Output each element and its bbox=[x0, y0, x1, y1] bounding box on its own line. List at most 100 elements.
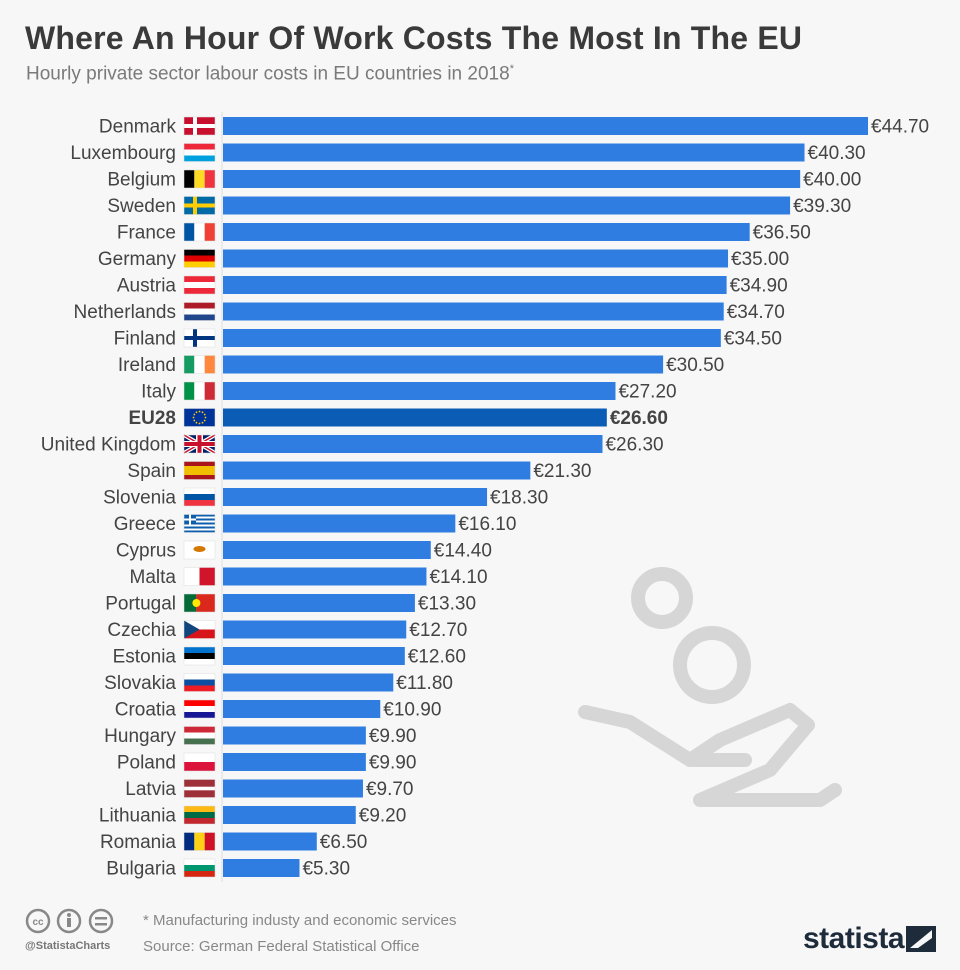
value-label: €34.90 bbox=[730, 276, 788, 297]
category-label: Croatia bbox=[115, 700, 177, 721]
statista-logo-mark-icon bbox=[906, 926, 936, 952]
bar-row: Bulgaria €5.30 bbox=[106, 859, 350, 880]
footnote: * Manufacturing industy and economic ser… bbox=[143, 912, 457, 929]
subtitle-text: Hourly private sector labour costs in EU… bbox=[26, 63, 510, 85]
flag-icon bbox=[183, 328, 216, 348]
bar-chart: Denmark €44.70 Luxembourg €40.30 Belgium €40.… bbox=[41, 112, 929, 882]
value-label: €40.00 bbox=[803, 170, 861, 191]
value-label: €18.30 bbox=[490, 488, 548, 509]
flag-icon bbox=[183, 275, 216, 295]
flag-icon bbox=[183, 726, 216, 745]
flag-icon bbox=[183, 752, 216, 772]
bar bbox=[223, 408, 607, 427]
category-label: Latvia bbox=[125, 779, 176, 800]
bar-row: Denmark €44.70 bbox=[99, 117, 929, 138]
category-label: Denmark bbox=[99, 117, 177, 138]
bar bbox=[223, 567, 427, 586]
flag-icon bbox=[183, 540, 216, 560]
category-label: Ireland bbox=[118, 355, 176, 376]
bar-row: Netherlands €34.70 bbox=[74, 302, 785, 323]
category-label: Hungary bbox=[104, 726, 176, 747]
value-label: €14.10 bbox=[429, 567, 487, 588]
bar bbox=[223, 461, 531, 480]
value-label: €26.30 bbox=[605, 435, 663, 456]
bar bbox=[223, 355, 664, 374]
value-label: €6.50 bbox=[320, 832, 368, 853]
bar bbox=[223, 726, 366, 745]
category-label: Luxembourg bbox=[70, 143, 176, 164]
bar-row: Portugal €13.30 bbox=[105, 594, 476, 615]
value-label: €10.90 bbox=[383, 700, 441, 721]
bar-row: Germany €35.00 bbox=[98, 249, 789, 270]
flag-icon bbox=[183, 646, 216, 666]
bar bbox=[223, 302, 724, 321]
bar bbox=[223, 329, 721, 347]
bar bbox=[223, 488, 488, 506]
cc-icon bbox=[25, 908, 51, 934]
category-label: Slovakia bbox=[104, 673, 176, 694]
category-label: Sweden bbox=[107, 196, 176, 217]
value-label: €34.70 bbox=[727, 302, 785, 323]
category-label: EU28 bbox=[128, 408, 176, 429]
bar-row: Poland €9.90 bbox=[117, 753, 417, 774]
bar-row: Romania €6.50 bbox=[100, 832, 367, 853]
bar bbox=[223, 170, 801, 188]
value-label: €39.30 bbox=[793, 196, 851, 217]
flag-icon bbox=[183, 805, 216, 825]
bar-row: Hungary €9.90 bbox=[104, 726, 416, 747]
value-label: €35.00 bbox=[731, 249, 789, 270]
category-label: Slovenia bbox=[103, 488, 176, 509]
bar-row: United Kingdom €26.30 bbox=[41, 433, 664, 456]
flag-icon bbox=[183, 355, 216, 374]
flag-icon bbox=[183, 461, 216, 480]
flag-icon bbox=[183, 381, 216, 401]
flag-icon bbox=[183, 779, 216, 798]
value-label: €9.90 bbox=[369, 726, 417, 747]
bar-row: Italy €27.20 bbox=[141, 382, 676, 403]
flag-icon bbox=[183, 699, 216, 719]
flag-icon bbox=[183, 858, 216, 878]
value-label: €26.60 bbox=[610, 408, 668, 429]
value-label: €30.50 bbox=[666, 355, 724, 376]
bar bbox=[223, 382, 616, 400]
flag-icon bbox=[183, 673, 216, 692]
category-label: Austria bbox=[117, 276, 177, 297]
bar-row: Sweden €39.30 bbox=[107, 196, 851, 217]
flag-icon bbox=[183, 832, 216, 851]
flag-icon bbox=[183, 514, 216, 533]
bar bbox=[223, 647, 405, 665]
bar bbox=[223, 223, 750, 241]
category-label: Cyprus bbox=[116, 541, 176, 562]
bar-row: Estonia €12.60 bbox=[113, 647, 466, 668]
source-note: Source: German Federal Statistical Offic… bbox=[143, 938, 420, 955]
flag-icon bbox=[183, 408, 216, 427]
category-label: Netherlands bbox=[74, 302, 176, 323]
bar bbox=[223, 673, 394, 692]
bar-row: Czechia €12.70 bbox=[107, 620, 467, 641]
chart-subtitle: Hourly private sector labour costs in EU… bbox=[26, 63, 514, 85]
value-label: €9.70 bbox=[366, 779, 414, 800]
subtitle-footnote-mark: * bbox=[509, 63, 514, 75]
creative-commons-icons: cc bbox=[25, 907, 125, 942]
flag-icon bbox=[183, 169, 216, 189]
value-label: €36.50 bbox=[753, 223, 811, 244]
value-label: €44.70 bbox=[871, 117, 929, 138]
flag-icon bbox=[183, 143, 216, 162]
bar bbox=[223, 196, 791, 215]
bar-row: Croatia €10.90 bbox=[115, 700, 442, 721]
bar bbox=[223, 620, 407, 639]
category-label: Italy bbox=[141, 382, 176, 403]
bar bbox=[223, 143, 805, 162]
flag-icon bbox=[182, 433, 217, 455]
bar-row: Spain €21.30 bbox=[127, 461, 591, 482]
value-label: €12.60 bbox=[408, 647, 466, 668]
flag-icon bbox=[183, 249, 216, 268]
value-label: €5.30 bbox=[302, 859, 350, 880]
twitter-handle: @StatistaCharts bbox=[25, 940, 111, 952]
category-label: Greece bbox=[114, 514, 176, 535]
svg-text:cc: cc bbox=[32, 917, 44, 928]
bar-row: Malta €14.10 bbox=[130, 567, 488, 588]
bar-row: Slovakia €11.80 bbox=[104, 673, 453, 694]
value-label: €11.80 bbox=[396, 673, 453, 694]
bar-row: France €36.50 bbox=[117, 223, 811, 244]
